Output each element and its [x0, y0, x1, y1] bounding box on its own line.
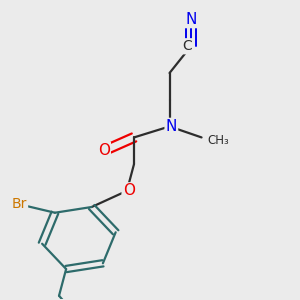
Text: N: N: [166, 119, 177, 134]
Text: O: O: [123, 183, 135, 198]
Text: C: C: [182, 39, 192, 53]
Text: CH₃: CH₃: [207, 134, 229, 147]
Text: O: O: [98, 142, 110, 158]
Text: N: N: [185, 12, 196, 27]
Text: Br: Br: [12, 197, 27, 211]
